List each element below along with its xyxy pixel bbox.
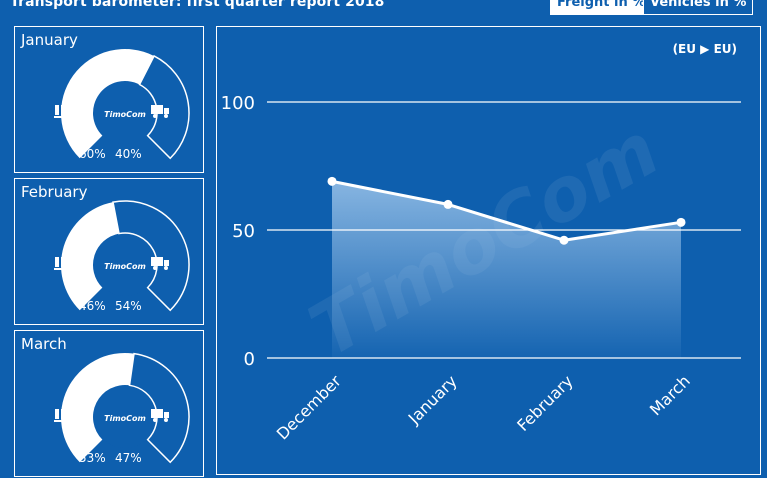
gauge-month-label: March xyxy=(21,335,67,353)
freight-arc xyxy=(61,49,155,159)
chart-panel: TimoCom050100DecemberJanuaryFebruaryMarc… xyxy=(216,26,761,475)
gauge-month-label: February xyxy=(21,183,88,201)
vehicles-percent: 47% xyxy=(115,451,142,465)
timocom-logo-icon: TimoCom xyxy=(104,414,146,423)
vehicles-arc xyxy=(138,54,190,160)
freight-toggle-button[interactable]: Freight in % xyxy=(550,0,653,15)
gauge-chart: TimoCom xyxy=(54,352,190,464)
gauge-month-label: January xyxy=(21,31,78,49)
timocom-logo-icon: TimoCom xyxy=(104,110,146,119)
header: Transport barometer: first quarter repor… xyxy=(0,0,767,16)
gauge-chart: TimoCom xyxy=(54,200,190,312)
freight-icon xyxy=(54,409,66,422)
gauge-panel-february: February TimoCom 46% 54% xyxy=(14,178,204,325)
data-point xyxy=(443,199,453,209)
truck-icon xyxy=(151,409,169,422)
freight-arc xyxy=(61,353,135,463)
freight-icon xyxy=(54,257,66,270)
freight-icon xyxy=(54,105,66,118)
gauge-chart: TimoCom xyxy=(54,49,190,160)
timocom-logo-icon: TimoCom xyxy=(104,262,146,271)
freight-arc xyxy=(60,202,120,311)
data-point xyxy=(327,176,337,186)
truck-icon xyxy=(151,257,169,270)
vehicles-percent: 54% xyxy=(115,299,142,313)
report-title: Transport barometer: first quarter repor… xyxy=(10,0,385,10)
line-area-chart: TimoCom050100DecemberJanuaryFebruaryMarc… xyxy=(221,42,741,443)
gauge-hub xyxy=(94,82,156,144)
y-tick-label: 0 xyxy=(244,349,255,370)
x-tick-label: December xyxy=(273,371,345,443)
x-tick-label: March xyxy=(646,371,694,419)
series-line xyxy=(331,179,682,242)
gauge-panel-january: January TimoCom 60% 40% xyxy=(14,26,204,173)
gauge-panel-march: March TimoCom 53% 47% xyxy=(14,330,204,477)
freight-percent: 60% xyxy=(79,147,106,161)
y-tick-label: 100 xyxy=(221,93,255,114)
x-tick-label: January xyxy=(404,371,461,428)
data-point xyxy=(559,235,569,245)
y-tick-label: 50 xyxy=(232,221,255,242)
x-tick-label: February xyxy=(513,371,577,435)
truck-icon xyxy=(151,105,169,118)
route-label: (EU ▶ EU) xyxy=(673,42,737,56)
freight-percent: 46% xyxy=(79,299,106,313)
data-point xyxy=(676,217,686,227)
vehicles-percent: 40% xyxy=(115,147,142,161)
freight-percent: 53% xyxy=(79,451,106,465)
vehicles-arc xyxy=(112,200,190,312)
area-fill xyxy=(332,181,681,358)
gauge-hub xyxy=(94,234,156,296)
gauge-hub xyxy=(94,386,156,448)
vehicles-toggle-button[interactable]: Vehicles in % xyxy=(643,0,754,15)
vehicles-arc xyxy=(128,352,190,464)
